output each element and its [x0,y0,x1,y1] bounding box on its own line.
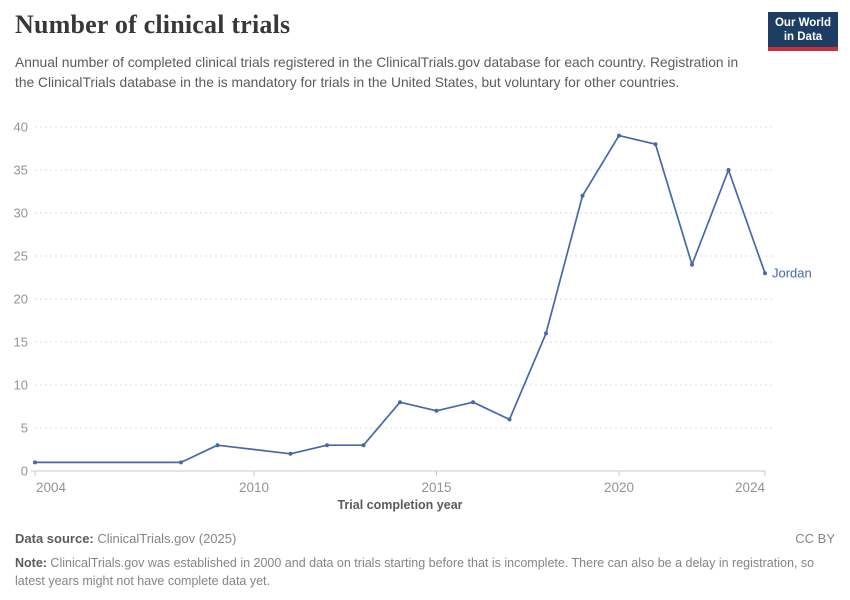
data-point[interactable] [33,460,37,465]
owid-logo-line2: in Data [783,31,823,43]
page-title: Number of clinical trials [15,10,291,39]
x-tick-label: 2024 [735,480,766,495]
data-point[interactable] [690,262,694,267]
y-tick-label: 0 [21,464,28,479]
data-point[interactable] [507,417,512,422]
data-source-value[interactable]: ClinicalTrials.gov (2025) [93,531,237,546]
data-point[interactable] [179,460,183,465]
license-badge[interactable]: CC BY [795,531,835,546]
data-point[interactable] [580,193,585,198]
data-point[interactable] [763,271,767,276]
data-point[interactable] [544,331,548,336]
data-point[interactable] [398,400,402,405]
x-tick-label: 2010 [239,480,269,495]
data-point[interactable] [288,451,293,456]
y-tick-label: 20 [14,292,28,307]
series-end-label[interactable]: Jordan [772,266,812,281]
data-point[interactable] [471,400,475,405]
data-point[interactable] [361,443,366,448]
line-chart[interactable]: 0 5 10 15 20 25 30 35 40 2004 2010 2015 2020 2024 Jord… [0,110,850,524]
y-tick-label: 30 [14,206,28,221]
owid-logo-line1: Our World [774,17,831,29]
data-point[interactable] [617,133,621,138]
data-point[interactable] [653,142,658,147]
note-text: ClinicalTrials.gov was established in 20… [15,556,815,589]
y-tick-label: 5 [21,421,28,436]
note-label: Note: [15,556,47,570]
y-tick-label: 10 [14,378,28,393]
chart-subtitle: Annual number of completed clinical tria… [15,55,739,90]
y-tick-label: 35 [14,163,28,178]
data-source-label: Data source: [15,531,94,546]
data-source: Data source: ClinicalTrials.gov (2025) [15,531,236,546]
data-point[interactable] [726,168,731,172]
y-tick-label: 15 [14,335,28,350]
data-point[interactable] [215,443,220,448]
owid-logo[interactable]: Our World in Data [768,12,838,51]
y-tick-label: 40 [14,120,28,135]
chart-note: Note: ClinicalTrials.gov was established… [15,554,831,590]
x-tick-label: 2004 [36,480,67,495]
data-point[interactable] [434,408,439,413]
x-tick-label: 2020 [604,480,634,495]
footer-row: Data source: ClinicalTrials.gov (2025) C… [15,531,835,546]
x-axis-title: Trial completion year [337,498,462,512]
x-tick-label: 2015 [421,480,451,495]
data-point[interactable] [325,443,329,448]
y-tick-label: 25 [14,249,28,264]
